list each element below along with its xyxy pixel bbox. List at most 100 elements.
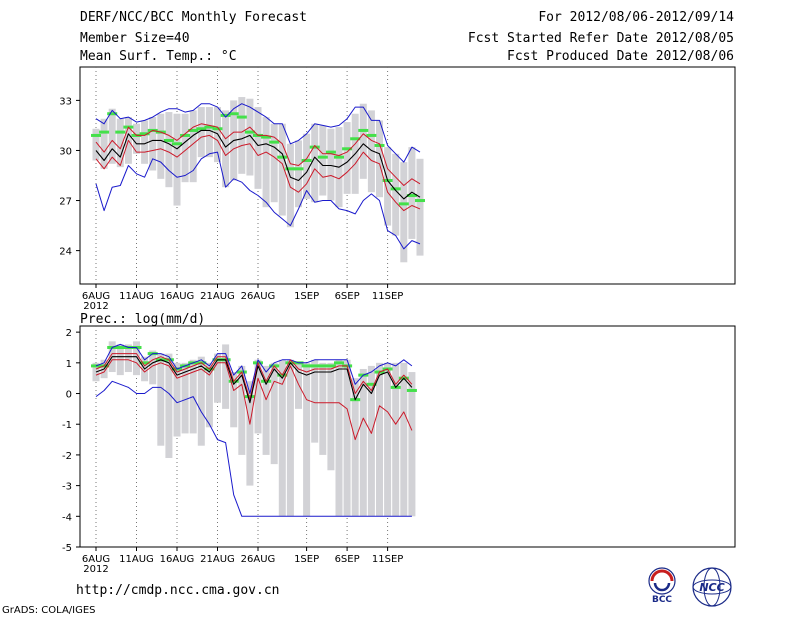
temp-median-mark [204,125,215,129]
precip-median-mark [244,395,255,399]
precip-ytick-label: -1 [62,420,72,431]
temp-median-mark [350,137,361,141]
temp-median-mark [325,150,336,154]
precip-xtick-label: 6SEP [335,554,360,565]
precip-median-mark [309,364,320,368]
precip-xtick-label: 1SEP [294,554,319,565]
temp-ytick-label: 33 [59,96,72,107]
precip-year-label: 2012 [83,564,108,575]
temp-ensemble-box [116,118,124,168]
precip-lower-spread-line [95,359,413,441]
precip-ensemble-box [278,359,286,517]
precip-ensemble-box [319,362,327,455]
precip-ensemble-box [295,362,302,409]
temp-xtick-label: 26AUG [241,291,276,302]
temp-xtick-label: 11AUG [119,291,154,302]
temp-mean-line [95,129,421,200]
website-url[interactable]: http://cmdp.ncc.cma.gov.cn [76,583,280,598]
temp-ensemble-box [408,147,416,239]
temp-ytick-label: 30 [59,146,72,157]
precip-xtick-label: 11SEP [372,554,403,565]
precip-median-mark [139,361,150,365]
temp-ensemble-box [367,110,375,193]
temp-xtick-label: 11SEP [372,291,403,302]
precip-plot-frame [79,325,736,548]
precip-ytick-label: 2 [66,328,72,339]
precip-ensemble-box [343,359,351,517]
precip-ensemble-box [351,378,359,517]
precip-ensemble-box [286,359,294,517]
temp-median-mark [115,130,126,134]
precip-median-mark [301,364,312,368]
precip-ensemble-box [157,353,165,446]
precip-ensemble-box [165,353,173,458]
precip-ensemble-box [214,353,221,403]
precip-min-line [95,380,412,517]
precip-ensemble-box [133,341,140,376]
temp-median-mark [277,155,288,159]
temp-ensemble-box [254,107,262,189]
temp-xtick-label: 21AUG [200,291,235,302]
precip-ensemble-box [254,359,262,434]
temp-ensemble-box [319,125,327,196]
temp-median-mark [139,132,150,136]
temp-median-mark [358,128,369,132]
forecast-started-date: Fcst Started Refer Date 2012/08/05 [467,31,734,46]
temp-median-mark [366,133,377,137]
ncc-logo-icon: NCC [692,567,732,607]
temp-ensemble-box [149,117,157,171]
temp-xtick-label: 6AUG [82,291,110,302]
precip-ensemble-box [230,372,238,428]
temp-lower-spread-line [95,134,421,212]
precip-ensemble-box [303,362,311,517]
temp-ensemble-box [92,128,100,161]
forecast-period: For 2012/08/06-2012/09/14 [538,10,734,25]
precip-median-mark [115,345,126,349]
temp-max-line [95,103,421,163]
precip-ensemble-box [149,350,157,385]
temp-min-line [95,151,421,250]
temp-median-mark [228,112,239,116]
temp-ensemble-box [133,123,140,154]
temp-median-mark [301,158,312,162]
temp-ensemble-box [295,140,302,208]
temp-ensemble-box [270,123,278,203]
precip-max-line [95,343,413,394]
temp-median-mark [390,187,401,191]
precip-ytick-label: 1 [66,359,72,370]
temp-ensemble-box [246,98,254,176]
precip-ensemble-box [400,362,408,517]
precip-ensemble-box [222,344,230,409]
temp-ensemble-box [181,113,189,183]
temp-xtick-label: 1SEP [294,291,319,302]
temp-xtick-label: 16AUG [160,291,195,302]
temp-median-mark [293,167,304,171]
precip-median-mark [334,361,344,365]
temp-median-mark [317,155,328,159]
precip-ytick-label: -5 [62,543,72,554]
temp-median-mark [180,133,191,137]
temp-ensemble-box [327,128,335,201]
precip-xtick-label: 11AUG [119,554,154,565]
svg-text:NCC: NCC [699,581,724,594]
svg-text:BCC: BCC [652,595,672,605]
variable-label: Mean Surf. Temp.: °C [80,49,237,64]
temp-ensemble-box [392,153,400,236]
precip-ensemble-box [376,362,383,517]
precip-median-mark [317,364,328,368]
temp-median-mark [285,167,296,171]
temp-ensemble-box [303,133,311,199]
precip-ensemble-box [327,362,335,471]
precip-ensemble-box [197,356,205,446]
temp-median-mark [212,127,223,131]
member-size: Member Size=40 [80,31,190,46]
temp-ensemble-box [262,117,270,208]
precip-ensemble-box [270,362,278,465]
precip-ensemble-box [238,365,246,455]
temp-ensemble-box [278,123,286,216]
temp-ensemble-box [286,143,294,228]
precip-ensemble-box [92,362,100,382]
temp-median-mark [220,113,231,117]
temp-ensemble-box [376,120,383,198]
precip-ensemble-box [124,344,132,373]
